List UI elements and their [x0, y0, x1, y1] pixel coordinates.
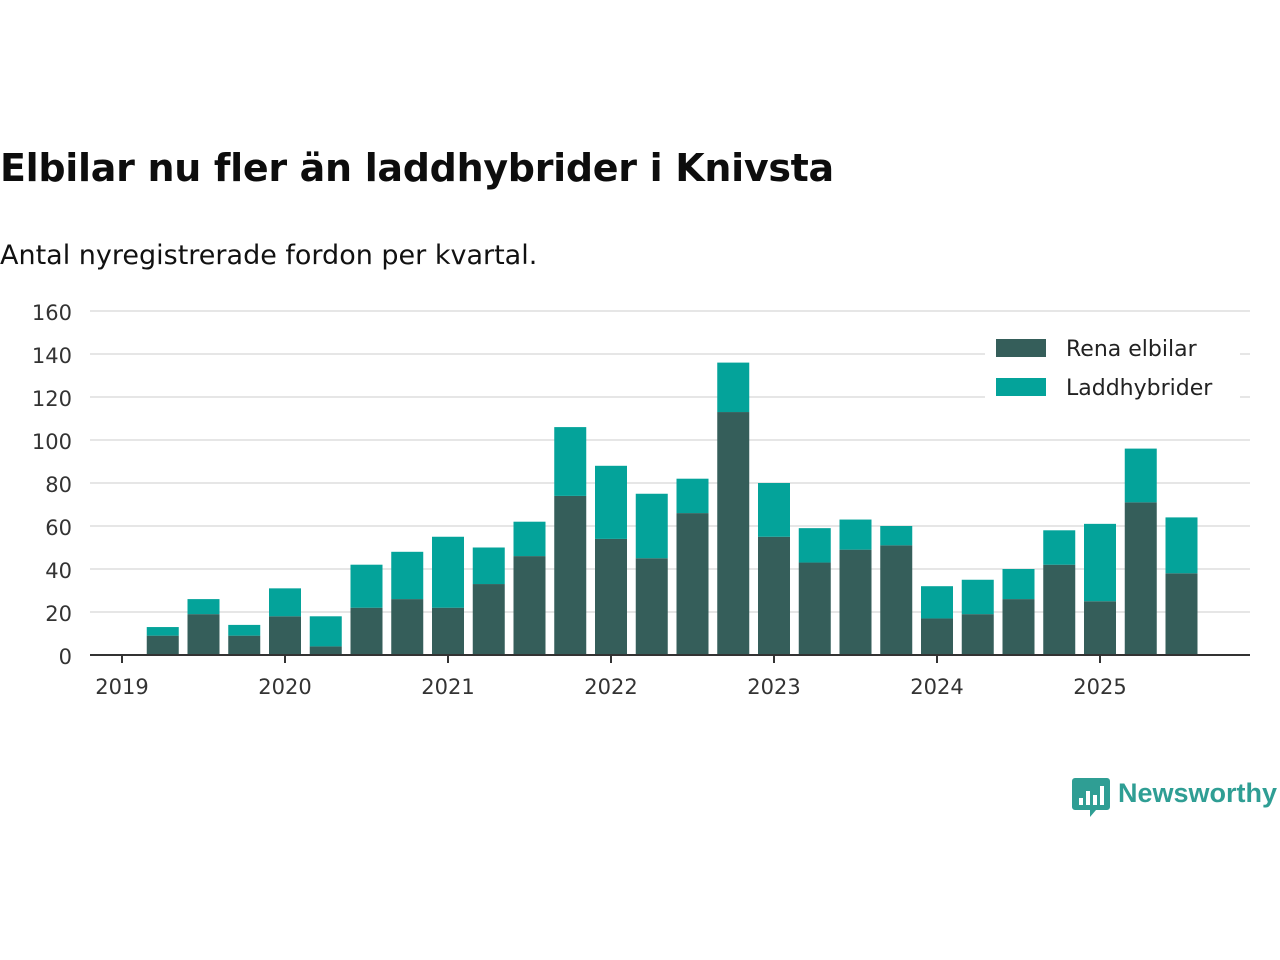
- bar-laddhybrider: [1043, 530, 1076, 565]
- x-tick-label: 2020: [258, 675, 311, 699]
- x-tick-label: 2025: [1073, 675, 1126, 699]
- bar-laddhybrider: [513, 521, 546, 557]
- y-tick-label: 140: [32, 344, 72, 368]
- bar-rena-elbilar: [1043, 564, 1076, 655]
- newsworthy-icon: [1072, 778, 1110, 817]
- bar-laddhybrider: [1165, 517, 1198, 574]
- x-tick-label: 2022: [584, 675, 637, 699]
- bar-rena-elbilar: [961, 614, 994, 655]
- bar-rena-elbilar: [880, 545, 913, 655]
- bar-laddhybrider: [921, 586, 953, 619]
- chart-title: Elbilar nu fler än laddhybrider i Knivst…: [0, 146, 834, 190]
- bars: [146, 362, 1198, 655]
- bar-laddhybrider: [432, 536, 464, 608]
- bar-laddhybrider: [758, 483, 790, 537]
- bar-laddhybrider: [269, 588, 301, 617]
- legend-label: Rena elbilar: [1066, 337, 1198, 362]
- bar-rena-elbilar: [228, 635, 261, 655]
- legend-label: Laddhybrider: [1066, 376, 1213, 401]
- bar-laddhybrider: [676, 478, 709, 514]
- bar-rena-elbilar: [309, 646, 342, 655]
- bar-rena-elbilar: [1084, 601, 1116, 655]
- bar-rena-elbilar: [1165, 573, 1198, 655]
- bar-rena-elbilar: [921, 618, 953, 655]
- bar-rena-elbilar: [717, 412, 750, 655]
- bar-rena-elbilar: [432, 607, 464, 655]
- y-tick-label: 0: [59, 645, 72, 669]
- bar-rena-elbilar: [595, 538, 627, 655]
- y-tick-label: 60: [45, 516, 72, 540]
- bar-laddhybrider: [880, 526, 913, 546]
- bar-rena-elbilar: [554, 495, 587, 655]
- bar-laddhybrider: [146, 627, 179, 636]
- axes: 0 20 40 60 80 100 120 140 160 2019 2020 2021 2022 202…: [32, 301, 1250, 699]
- newsworthy-logo: Newsworthy: [1072, 776, 1277, 818]
- bar-laddhybrider: [1002, 569, 1035, 600]
- bar-laddhybrider: [961, 579, 994, 615]
- legend-swatch: [996, 339, 1046, 357]
- chart-subtitle: Antal nyregistrerade fordon per kvartal.: [0, 240, 538, 271]
- brand-name: Newsworthy: [1118, 778, 1278, 808]
- bar-laddhybrider: [309, 616, 342, 647]
- bar-rena-elbilar: [635, 558, 668, 655]
- bar-laddhybrider: [228, 624, 261, 636]
- x-tick-label: 2019: [95, 675, 148, 699]
- bar-rena-elbilar: [1124, 502, 1157, 655]
- bar-rena-elbilar: [758, 536, 790, 655]
- bar-laddhybrider: [839, 519, 872, 550]
- bar-laddhybrider: [391, 551, 424, 600]
- x-tick-label: 2021: [421, 675, 474, 699]
- x-tick-label: 2024: [910, 675, 963, 699]
- bar-laddhybrider: [1084, 523, 1116, 602]
- bar-rena-elbilar: [1002, 599, 1035, 655]
- bar-rena-elbilar: [350, 607, 383, 655]
- bar-rena-elbilar: [472, 584, 505, 655]
- bar-laddhybrider: [187, 599, 220, 615]
- bar-rena-elbilar: [798, 562, 831, 655]
- bar-rena-elbilar: [391, 599, 424, 655]
- legend-swatch: [996, 378, 1046, 396]
- bar-laddhybrider: [472, 547, 505, 585]
- legend: Rena elbilar Laddhybrider: [985, 328, 1240, 401]
- y-tick-label: 100: [32, 430, 72, 454]
- bar-laddhybrider: [798, 528, 831, 563]
- bar-rena-elbilar: [513, 556, 546, 655]
- y-tick-label: 80: [45, 473, 72, 497]
- bar-rena-elbilar: [269, 616, 301, 655]
- x-tick-label: 2023: [747, 675, 800, 699]
- bar-laddhybrider: [635, 493, 668, 559]
- bar-rena-elbilar: [146, 635, 179, 655]
- bar-rena-elbilar: [676, 513, 709, 655]
- bar-laddhybrider: [1124, 448, 1157, 503]
- bar-rena-elbilar: [839, 549, 872, 655]
- y-tick-label: 160: [32, 301, 72, 325]
- y-tick-label: 20: [45, 602, 72, 626]
- bar-rena-elbilar: [187, 614, 220, 655]
- bar-laddhybrider: [554, 427, 587, 496]
- bar-laddhybrider: [717, 362, 750, 413]
- y-tick-label: 40: [45, 559, 72, 583]
- bar-laddhybrider: [350, 564, 383, 608]
- bar-laddhybrider: [595, 465, 627, 539]
- y-tick-label: 120: [32, 387, 72, 411]
